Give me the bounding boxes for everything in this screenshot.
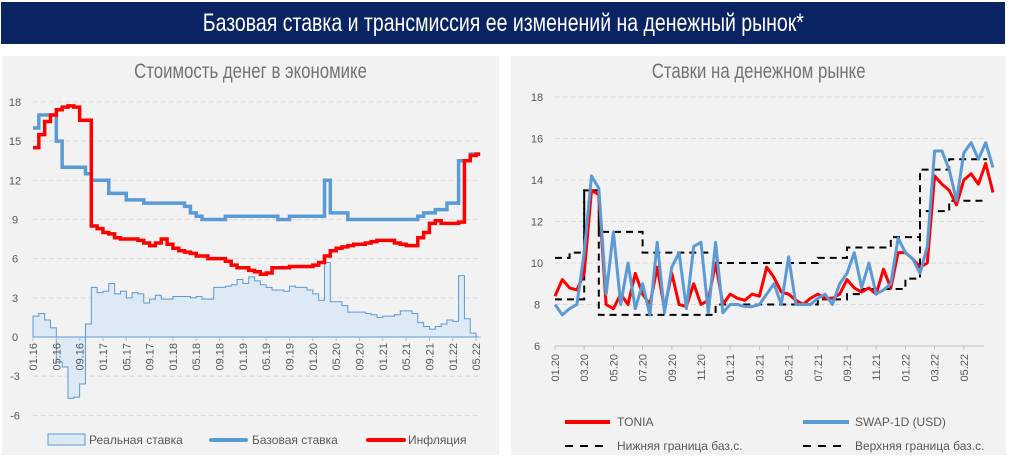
x-tick-label: 01.19 xyxy=(238,343,250,371)
y-tick-label: 12 xyxy=(531,217,543,229)
right-chart-title: Ставки на денежном рынке xyxy=(651,60,866,83)
y-tick-label: 10 xyxy=(531,258,543,270)
legend-label-inflation: Инфляция xyxy=(408,433,466,447)
x-tick-label: 09.20 xyxy=(667,354,679,382)
x-tick-label: 05.20 xyxy=(608,354,620,382)
x-tick-label: 03.22 xyxy=(930,354,942,382)
x-tick-label: 05.18 xyxy=(191,343,203,371)
x-tick-label: 07.20 xyxy=(638,354,650,382)
y-tick-label: 9 xyxy=(12,214,18,226)
x-tick-label: 11.20 xyxy=(696,354,708,381)
x-tick-label: 09.17 xyxy=(145,343,157,371)
base-rate-line xyxy=(33,113,481,222)
x-tick-label: 05.21 xyxy=(784,354,796,382)
x-tick-label: 01.16 xyxy=(28,343,40,371)
y-tick-label: -6 xyxy=(10,410,20,422)
y-tick-label: 3 xyxy=(12,293,18,305)
x-tick-label: 11.21 xyxy=(871,354,883,381)
y-tick-label: 16 xyxy=(531,134,543,146)
page-title: Базовая ставка и трансмиссия ее изменени… xyxy=(202,8,804,37)
x-tick-label: 09.19 xyxy=(285,343,297,371)
left-chart-title: Стоимость денег в экономике xyxy=(134,60,367,83)
legend-label-swap: SWAP-1D (USD) xyxy=(855,415,946,429)
y-tick-label: 18 xyxy=(531,92,543,104)
x-tick-label: 09.21 xyxy=(842,354,854,382)
x-tick-label: 03.21 xyxy=(754,354,766,382)
x-tick-label: 05.22 xyxy=(959,354,971,382)
legend-label-real-rate: Реальная ставка xyxy=(89,433,183,447)
x-tick-label: 01.22 xyxy=(900,354,912,382)
x-tick-label: 03.20 xyxy=(579,354,591,382)
x-tick-label: 07.21 xyxy=(813,354,825,382)
swap-line xyxy=(553,141,995,317)
x-tick-label: 09.21 xyxy=(424,343,436,371)
header-title-bar: Базовая ставка и трансмиссия ее изменени… xyxy=(1,2,1005,44)
y-tick-label: 0 xyxy=(12,332,18,344)
x-tick-label: 05.20 xyxy=(331,343,343,371)
inflation-line xyxy=(33,104,481,277)
y-tick-label: 18 xyxy=(9,97,21,109)
x-tick-label: 01.21 xyxy=(725,354,737,382)
tonia-line xyxy=(553,161,995,311)
x-tick-label: 01.18 xyxy=(168,343,180,371)
x-tick-label: 01.21 xyxy=(378,343,390,371)
real-rate-area xyxy=(32,262,479,399)
legend-label-lower-bound: Нижняя граница баз.с. xyxy=(617,439,743,453)
x-tick-label: 01.22 xyxy=(448,343,460,371)
y-tick-label: -3 xyxy=(10,371,20,383)
legend-label-base-rate: Базовая ставка xyxy=(252,433,338,447)
x-tick-label: 01.20 xyxy=(308,343,320,371)
y-tick-label: 14 xyxy=(531,175,543,187)
x-tick-label: 05.21 xyxy=(401,343,413,371)
x-tick-label: 01.17 xyxy=(98,343,110,371)
x-tick-label: 05.16 xyxy=(51,343,63,371)
upper-bound-line xyxy=(555,158,988,264)
y-tick-label: 12 xyxy=(9,175,21,187)
y-tick-label: 15 xyxy=(9,136,21,148)
legend-swatch-real-rate xyxy=(47,433,86,446)
x-tick-label: 05.22 xyxy=(471,343,483,371)
x-tick-label: 09.16 xyxy=(75,343,87,371)
legend-label-tonia: TONIA xyxy=(617,415,653,429)
x-tick-label: 09.18 xyxy=(215,343,227,371)
y-tick-label: 6 xyxy=(12,254,18,266)
y-tick-label: 6 xyxy=(534,341,540,353)
x-tick-label: 05.19 xyxy=(261,343,273,371)
left-chart-panel: Стоимость денег в экономике xyxy=(2,56,499,455)
x-tick-label: 09.20 xyxy=(354,343,366,371)
x-tick-label: 01.20 xyxy=(550,354,562,382)
x-tick-label: 05.17 xyxy=(121,343,133,371)
y-tick-label: 8 xyxy=(534,300,540,312)
legend-label-upper-bound: Верхняя граница баз.с. xyxy=(855,439,984,453)
